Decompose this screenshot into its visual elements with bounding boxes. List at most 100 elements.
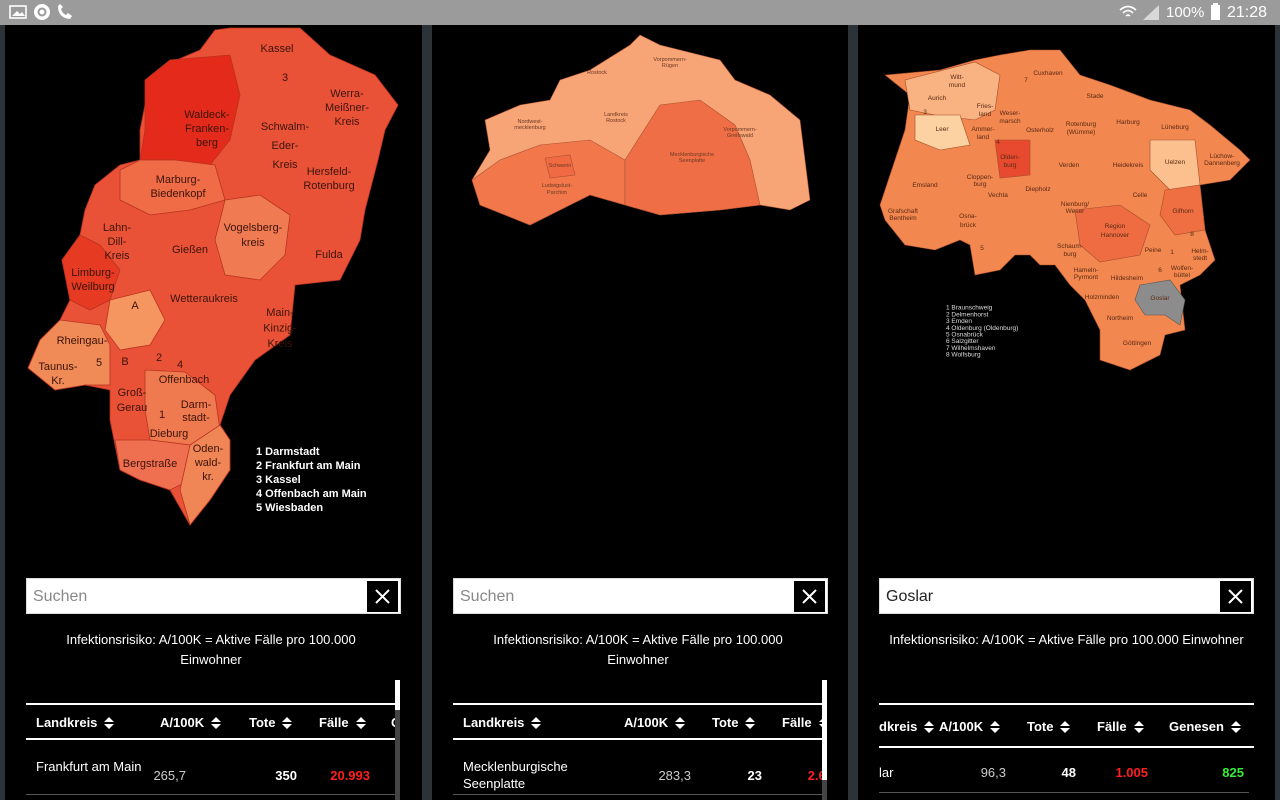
map-label: Harburg — [1116, 119, 1140, 126]
row-value: 48 — [1061, 765, 1076, 780]
map-label: Ammer-land — [971, 126, 994, 141]
column-header[interactable]: A/100K — [624, 714, 686, 731]
map-label-line: Aurich — [928, 95, 947, 102]
region — [179, 424, 231, 526]
map-label-line: stedt — [1193, 255, 1207, 262]
signal-icon — [1143, 5, 1159, 20]
region — [1159, 184, 1206, 236]
sort-arrows — [1060, 721, 1071, 734]
sort-arrows — [282, 717, 293, 730]
panel: Rostock Vorpommern-Rügen Nordwest-mecklenb… — [432, 25, 848, 800]
scroll-thumb[interactable] — [395, 680, 400, 710]
region — [544, 154, 576, 179]
sort-icon — [211, 717, 222, 730]
map-label-line: Rheingau- — [57, 335, 108, 347]
map-label: Schaum-burg — [1057, 243, 1083, 258]
map-label-line: marsch — [999, 118, 1021, 125]
sort-icon — [531, 717, 542, 730]
map-label-line: Weilburg — [71, 281, 114, 293]
column-header[interactable]: A/100K — [939, 718, 1001, 735]
map-label: Lüchow-Dannenberg — [1204, 153, 1240, 167]
row-name: Frankfurt am Main — [36, 759, 142, 774]
map-label: Northeim — [1107, 315, 1133, 322]
column-header[interactable]: Fälle — [1097, 718, 1145, 735]
map-label-line: mecklenburg — [514, 125, 546, 131]
column-header[interactable]: Fälle — [782, 714, 823, 731]
sort-icon — [1060, 721, 1071, 734]
map-label-line: Verden — [1059, 162, 1080, 169]
map-label-line: 2 — [156, 352, 162, 364]
map-label-line: Dannenberg — [1204, 160, 1240, 167]
map-label-line: Nordwest- — [517, 119, 542, 125]
map-label-line: Schwalm- — [261, 121, 310, 133]
map-label-line: Lüchow- — [1210, 153, 1235, 160]
map-label-line: Fries- — [977, 103, 994, 110]
map-label: 2 — [156, 352, 162, 364]
map-label-line: burg — [973, 181, 986, 188]
clear-button[interactable] — [794, 581, 825, 612]
scroll-thumb[interactable] — [822, 680, 827, 780]
map-label-line: Stade — [1087, 93, 1104, 100]
row-value: 1.005 — [1115, 765, 1148, 780]
map-label: Kassel — [260, 43, 293, 55]
status-bar: 100% 21:28 — [0, 0, 1280, 25]
map-label-line: Kassel — [260, 43, 293, 55]
map-label: Diepholz — [1025, 186, 1050, 193]
map-label: Holzminden — [1085, 294, 1120, 301]
map-label-line: Biedenkopf — [150, 188, 206, 200]
region — [61, 234, 121, 311]
close-cross — [375, 589, 390, 604]
map-label: Gießen — [172, 244, 208, 256]
column-header[interactable]: Genesen — [1169, 718, 1242, 735]
sort-icon — [355, 717, 366, 730]
map-label-line: 7 — [1024, 77, 1028, 84]
panel: Cuxhaven Stade Harburg Lüneburg Lüchow-Danne… — [858, 25, 1275, 800]
map-label: Lüneburg — [1161, 124, 1189, 131]
column-header[interactable]: G — [391, 714, 396, 731]
clear-button[interactable] — [367, 581, 398, 612]
map-label-line: Werra- — [330, 88, 364, 100]
map-label-line: Vechta — [988, 192, 1008, 199]
column-header[interactable]: dkreis — [879, 718, 935, 735]
map-label: Wetteraukreis — [170, 293, 238, 305]
column-header[interactable]: Landkreis — [463, 714, 542, 731]
sort-icon — [990, 721, 1001, 734]
map-label: Leer — [935, 126, 949, 133]
map-label: Main- Kinzig- Kreis — [263, 307, 297, 350]
map-label: Heidekreis — [1113, 162, 1144, 169]
region — [914, 114, 971, 151]
search-box[interactable]: Goslar — [879, 578, 1254, 614]
map-label-line: stadt- — [182, 412, 210, 424]
column-header[interactable]: Tote — [1027, 718, 1071, 735]
clear-button[interactable] — [1220, 581, 1251, 612]
map-label: Wolfen-büttel — [1171, 265, 1193, 279]
map-label-line: Ammer- — [971, 126, 994, 133]
map-legend-item: 4 Oldenburg (Oldenburg) — [946, 325, 1018, 332]
column-header-text: A/100K — [624, 714, 669, 730]
map-legend-item: 7 Wilhelmshaven — [946, 345, 996, 352]
column-header[interactable]: Fälle — [319, 714, 367, 731]
map-label: A — [131, 300, 139, 312]
map-label-line: 1 — [1170, 249, 1174, 256]
column-header[interactable]: Tote — [712, 714, 756, 731]
sort-arrows — [990, 721, 1001, 734]
column-header[interactable]: Tote — [249, 714, 293, 731]
map-label-line: Seenplatte — [679, 158, 705, 164]
map-label-line: Gifhorn — [1172, 208, 1194, 215]
map-label: Bergstraße — [123, 458, 177, 470]
map-label-line: 4 — [177, 359, 183, 371]
map-label: Hildesheim — [1111, 275, 1143, 282]
region-selected — [1134, 279, 1186, 326]
sort-icon — [1133, 721, 1144, 734]
row-value: 350 — [275, 768, 297, 783]
sort-icon — [745, 717, 756, 730]
column-header[interactable]: Landkreis — [36, 714, 115, 731]
search-box[interactable]: Suchen — [26, 578, 401, 614]
column-header[interactable]: A/100K — [160, 714, 222, 731]
sort-icon — [675, 717, 686, 730]
map-label-line: Kinzig- — [263, 322, 297, 334]
map-label-line: Landkreis — [604, 112, 628, 118]
column-header-text: Tote — [712, 714, 739, 730]
search-box[interactable]: Suchen — [453, 578, 828, 614]
column-header-text: Tote — [249, 714, 276, 730]
